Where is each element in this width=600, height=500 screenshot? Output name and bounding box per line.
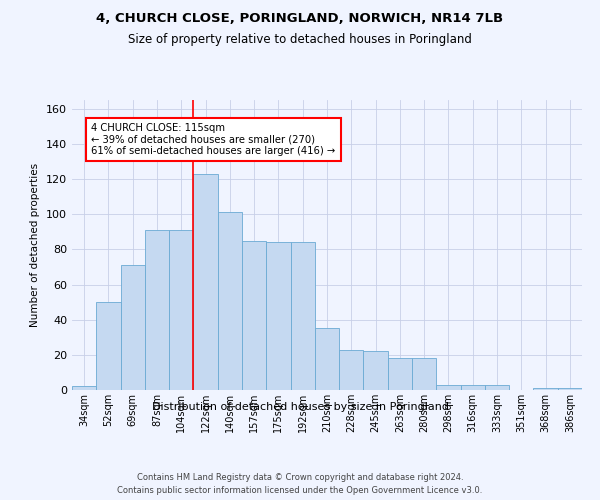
Bar bbox=[485, 384, 509, 390]
Text: Contains public sector information licensed under the Open Government Licence v3: Contains public sector information licen… bbox=[118, 486, 482, 495]
Bar bbox=[436, 384, 461, 390]
Bar bbox=[461, 384, 485, 390]
Bar bbox=[533, 388, 558, 390]
Bar bbox=[193, 174, 218, 390]
Bar bbox=[121, 265, 145, 390]
Bar bbox=[315, 328, 339, 390]
Bar bbox=[169, 230, 193, 390]
Bar bbox=[145, 230, 169, 390]
Y-axis label: Number of detached properties: Number of detached properties bbox=[31, 163, 40, 327]
Bar bbox=[412, 358, 436, 390]
Bar bbox=[339, 350, 364, 390]
Text: 4, CHURCH CLOSE, PORINGLAND, NORWICH, NR14 7LB: 4, CHURCH CLOSE, PORINGLAND, NORWICH, NR… bbox=[97, 12, 503, 26]
Text: Contains HM Land Registry data © Crown copyright and database right 2024.: Contains HM Land Registry data © Crown c… bbox=[137, 472, 463, 482]
Bar bbox=[388, 358, 412, 390]
Bar bbox=[558, 388, 582, 390]
Bar bbox=[218, 212, 242, 390]
Bar bbox=[290, 242, 315, 390]
Bar bbox=[364, 352, 388, 390]
Bar bbox=[266, 242, 290, 390]
Bar bbox=[242, 240, 266, 390]
Bar bbox=[72, 386, 96, 390]
Text: Size of property relative to detached houses in Poringland: Size of property relative to detached ho… bbox=[128, 32, 472, 46]
Bar bbox=[96, 302, 121, 390]
Text: Distribution of detached houses by size in Poringland: Distribution of detached houses by size … bbox=[151, 402, 449, 412]
Text: 4 CHURCH CLOSE: 115sqm
← 39% of detached houses are smaller (270)
61% of semi-de: 4 CHURCH CLOSE: 115sqm ← 39% of detached… bbox=[91, 123, 335, 156]
